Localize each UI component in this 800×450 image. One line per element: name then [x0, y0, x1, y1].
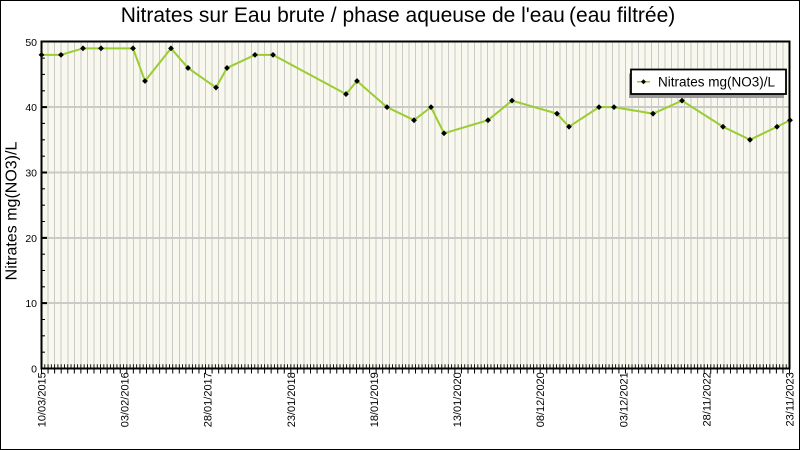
svg-text:28/11/2022: 28/11/2022: [701, 372, 713, 426]
svg-text:Nitrates sur Eau brute / phase: Nitrates sur Eau brute / phase aqueuse d…: [121, 4, 676, 27]
svg-text:20: 20: [25, 233, 37, 245]
svg-text:28/01/2017: 28/01/2017: [203, 372, 215, 427]
svg-text:40: 40: [25, 102, 37, 114]
svg-text:03/02/2016: 03/02/2016: [120, 372, 132, 427]
svg-text:0: 0: [31, 364, 37, 376]
svg-text:10/03/2015: 10/03/2015: [37, 372, 49, 427]
svg-text:13/01/2020: 13/01/2020: [452, 372, 464, 427]
svg-text:18/01/2019: 18/01/2019: [369, 372, 381, 427]
svg-text:23/11/2023: 23/11/2023: [785, 372, 797, 426]
svg-text:23/01/2018: 23/01/2018: [286, 372, 298, 427]
svg-text:10: 10: [25, 298, 37, 310]
svg-text:Nitrates mg(NO3)/L: Nitrates mg(NO3)/L: [658, 74, 776, 89]
svg-text:30: 30: [25, 167, 37, 179]
svg-text:08/12/2020: 08/12/2020: [535, 372, 547, 427]
svg-text:50: 50: [25, 37, 37, 49]
svg-text:03/12/2021: 03/12/2021: [618, 372, 630, 427]
svg-text:Nitrates mg(NO3)/L: Nitrates mg(NO3)/L: [4, 142, 21, 281]
